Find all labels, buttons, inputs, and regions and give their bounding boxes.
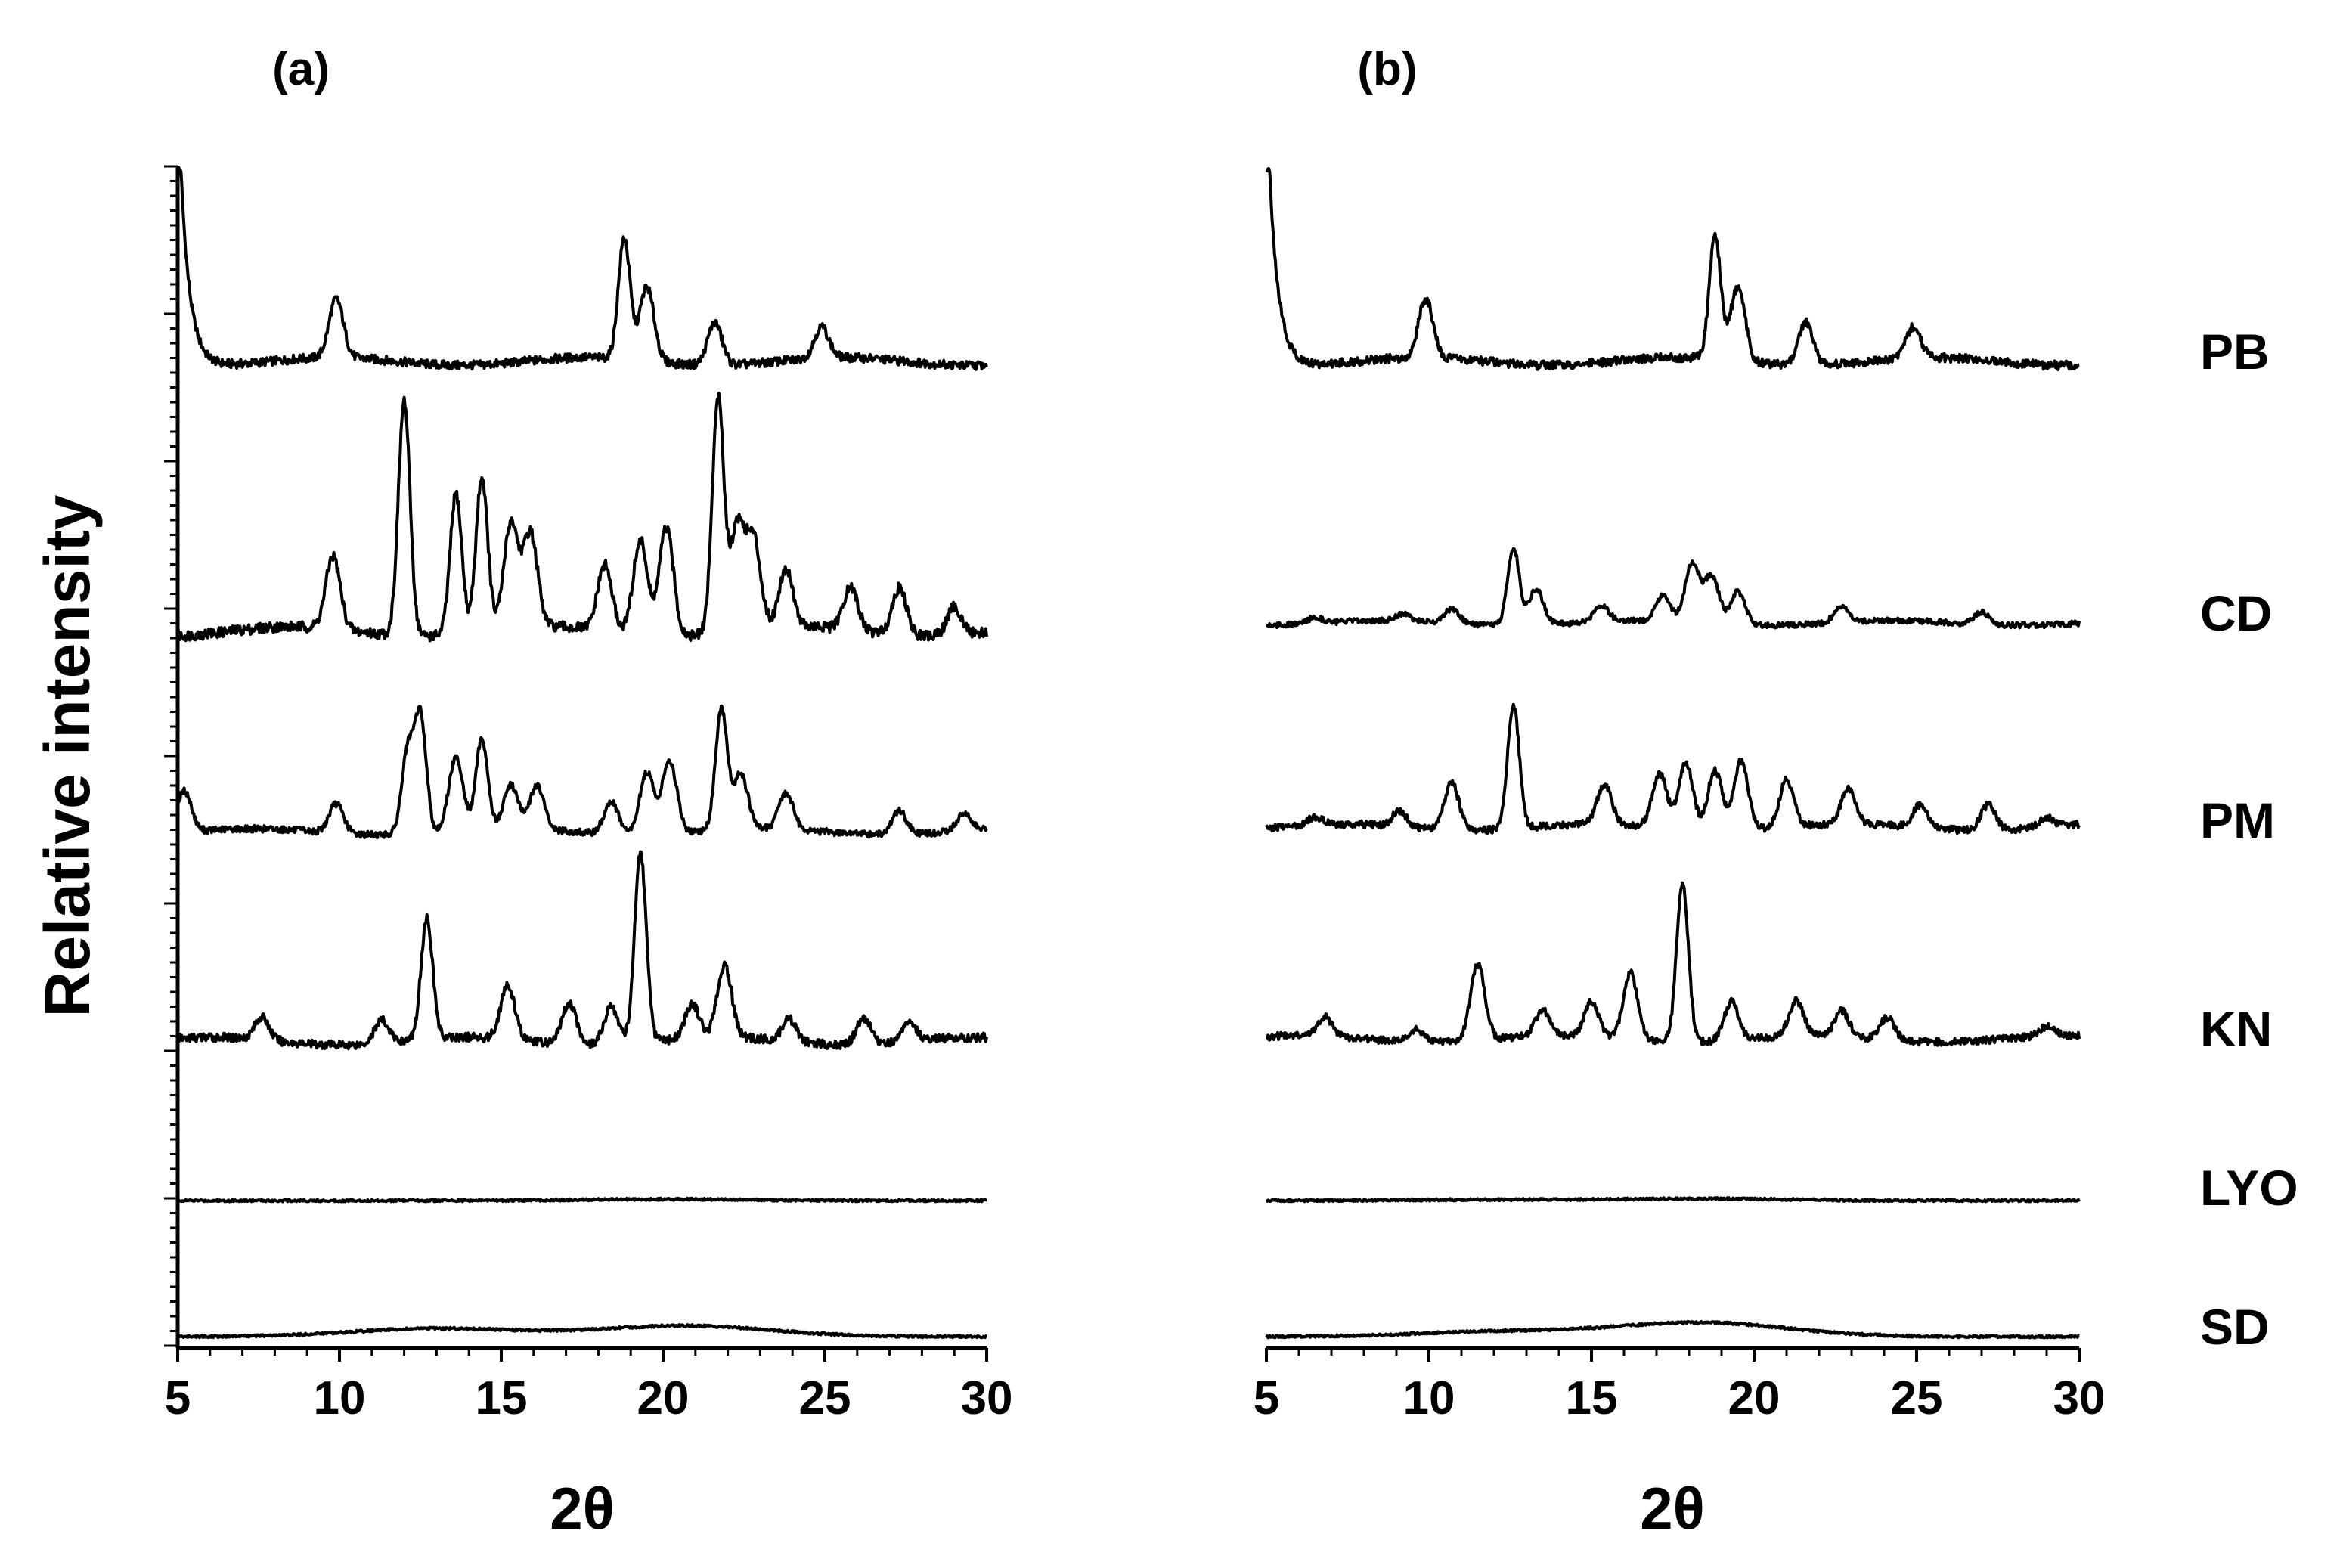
trace-label-cd: CD xyxy=(2200,585,2272,641)
x-tick-label: 15 xyxy=(476,1372,528,1424)
trace-lyo xyxy=(1266,1196,2081,1204)
trace-sd xyxy=(1265,1320,2080,1340)
trace-cd xyxy=(176,391,988,643)
trace-legend: PB CD PM KN LYO SD xyxy=(2200,324,2298,1355)
x-tick-label: 20 xyxy=(1728,1372,1780,1424)
x-tick-label: 25 xyxy=(799,1372,851,1424)
y-axis-title: Relative intensity xyxy=(32,494,103,1017)
trace-kn xyxy=(176,850,988,1051)
trace-sd xyxy=(176,1323,987,1340)
traces-a xyxy=(176,166,988,1340)
trace-pb xyxy=(1265,167,2080,371)
x-tick-label: 25 xyxy=(1891,1372,1943,1424)
trace-pm xyxy=(176,704,988,839)
x-tick-label: 30 xyxy=(961,1372,1013,1424)
x-tick-label: 10 xyxy=(1403,1372,1455,1424)
trace-label-lyo: LYO xyxy=(2200,1160,2298,1216)
panel-label-a: (a) xyxy=(272,43,330,95)
trace-kn xyxy=(1265,881,2081,1047)
trace-label-pb: PB xyxy=(2200,324,2270,380)
panel-label-b: (b) xyxy=(1357,43,1417,95)
panel-b: (b) 5 10 15 20 25 30 2θ xyxy=(1254,43,2106,1542)
trace-lyo xyxy=(176,1196,987,1204)
x-tick-label: 5 xyxy=(165,1372,191,1424)
trace-cd xyxy=(1266,547,2081,630)
trace-label-pm: PM xyxy=(2200,792,2275,848)
x-tick-label: 15 xyxy=(1566,1372,1618,1424)
x-axis-title-b: 2θ xyxy=(1640,1475,1705,1542)
trace-pm xyxy=(1265,702,2081,835)
trace-pb xyxy=(176,166,988,371)
trace-label-kn: KN xyxy=(2200,1001,2272,1057)
x-tick-label: 10 xyxy=(314,1372,366,1424)
panel-a: (a) 5 10 15 20 25 30 2θ Relative intensity xyxy=(32,43,1012,1542)
x-ticks-a: 5 10 15 20 25 30 xyxy=(165,1348,1013,1424)
y-ticks-a xyxy=(164,165,178,1347)
x-tick-label: 30 xyxy=(2053,1372,2106,1424)
traces-b xyxy=(1265,167,2081,1340)
trace-label-sd: SD xyxy=(2200,1299,2270,1355)
x-tick-label: 20 xyxy=(637,1372,690,1424)
x-axis-title-a: 2θ xyxy=(550,1475,615,1542)
x-ticks-b: 5 10 15 20 25 30 xyxy=(1254,1348,2106,1424)
x-tick-label: 5 xyxy=(1254,1372,1279,1424)
